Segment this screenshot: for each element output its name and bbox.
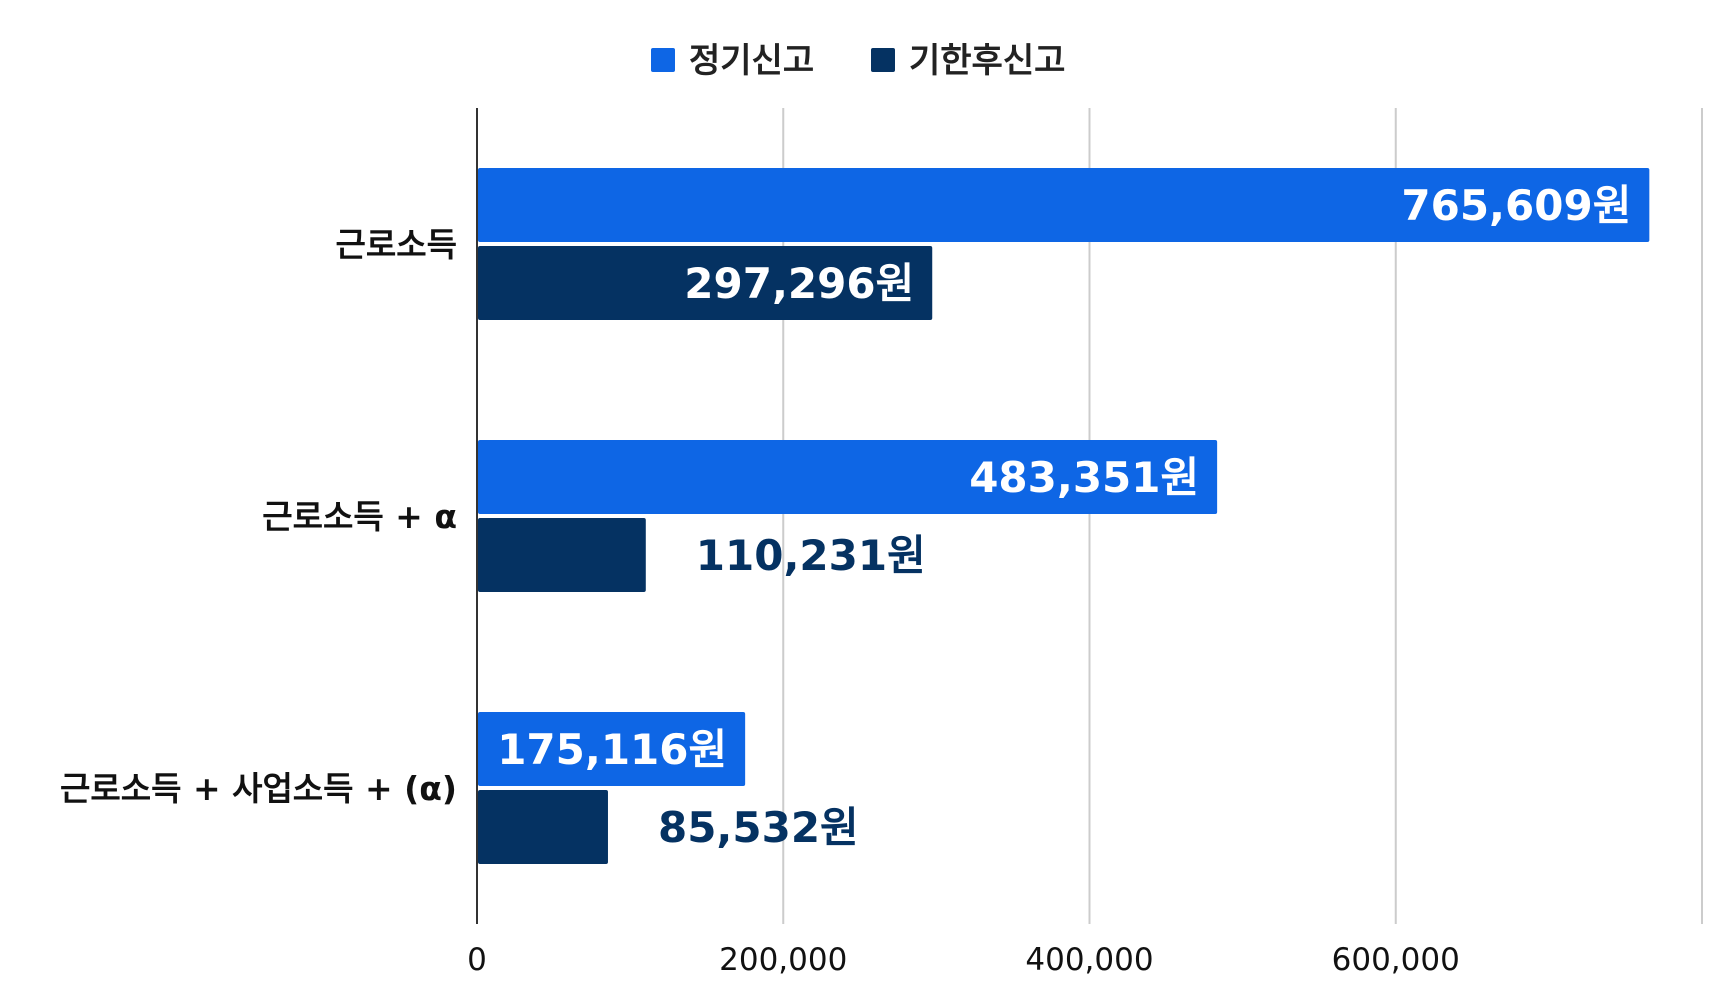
legend-swatch bbox=[871, 48, 895, 72]
data-label: 175,116원 bbox=[497, 725, 727, 774]
legend-label: 정기신고 bbox=[689, 41, 814, 81]
bar-regular bbox=[478, 440, 1218, 514]
data-label: 110,231원 bbox=[696, 531, 926, 580]
gridlines bbox=[782, 108, 1703, 924]
legend-label: 기한후신고 bbox=[909, 41, 1065, 81]
legend-item: 기한후신고 bbox=[871, 41, 1065, 81]
bar-late bbox=[478, 790, 608, 864]
category-label: 근로소득 + α bbox=[262, 497, 457, 536]
axes: 0 200,000 400,000 600,000 bbox=[467, 108, 1460, 978]
legend-item: 정기신고 bbox=[651, 41, 814, 81]
x-tick-label: 600,000 bbox=[1332, 942, 1460, 978]
bar-regular bbox=[478, 712, 746, 786]
data-label: 297,296원 bbox=[684, 259, 914, 308]
bar-late bbox=[478, 246, 933, 320]
legend-swatch bbox=[651, 48, 675, 72]
data-label: 765,609원 bbox=[1401, 181, 1631, 230]
x-tick-label: 400,000 bbox=[1025, 942, 1153, 978]
data-label: 85,532원 bbox=[658, 803, 859, 852]
category-label: 근로소득 bbox=[336, 225, 457, 264]
bar-regular bbox=[478, 168, 1650, 242]
legend: 정기신고 기한후신고 bbox=[651, 41, 1065, 81]
data-label: 483,351원 bbox=[969, 453, 1199, 502]
bar-late bbox=[478, 518, 646, 592]
category-label: 근로소득 + 사업소득 + (α) bbox=[60, 769, 457, 808]
bars bbox=[478, 168, 1650, 864]
x-tick-label: 0 bbox=[467, 942, 487, 978]
x-tick-label: 200,000 bbox=[719, 942, 847, 978]
